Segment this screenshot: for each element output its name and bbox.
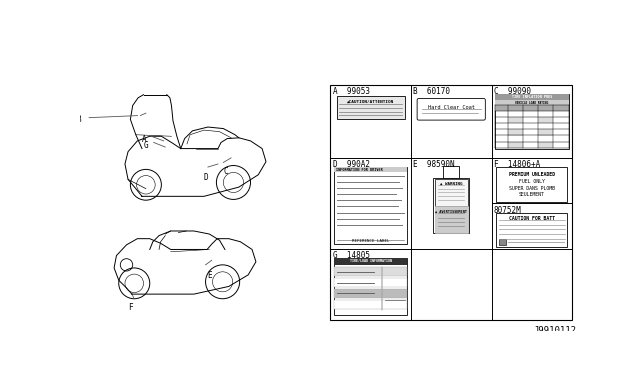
Text: 80752M: 80752M: [494, 206, 522, 215]
Bar: [508, 129, 523, 135]
Text: VEHICLE LOAD RATING: VEHICLE LOAD RATING: [515, 101, 548, 105]
Bar: [433, 178, 469, 233]
FancyBboxPatch shape: [417, 99, 485, 120]
Bar: [495, 100, 569, 105]
Bar: [495, 105, 508, 111]
Bar: [435, 179, 467, 206]
Bar: [337, 96, 404, 119]
Bar: [334, 258, 407, 265]
Bar: [444, 166, 459, 178]
Text: ▲ WARNING: ▲ WARNING: [440, 182, 463, 186]
Text: B  60170: B 60170: [413, 87, 451, 96]
Bar: [538, 117, 553, 123]
Text: TIRE INFLATION PRES: TIRE INFLATION PRES: [511, 95, 552, 99]
Text: C  99090: C 99090: [494, 87, 531, 96]
Bar: [334, 258, 407, 315]
Text: G  14805: G 14805: [333, 251, 370, 260]
Bar: [508, 117, 523, 123]
Text: G: G: [143, 141, 148, 150]
Text: FUEL ONLY: FUEL ONLY: [519, 179, 545, 184]
Bar: [334, 267, 407, 276]
Bar: [553, 105, 569, 111]
Bar: [495, 94, 569, 150]
Bar: [508, 105, 523, 111]
Bar: [508, 142, 523, 148]
Text: J9910112: J9910112: [533, 327, 577, 336]
Bar: [496, 212, 568, 247]
Text: Hard Clear Coat: Hard Clear Coat: [428, 105, 475, 110]
Text: B: B: [76, 115, 81, 125]
Bar: [330, 85, 572, 320]
Text: F  14806+A: F 14806+A: [494, 160, 540, 169]
Text: ▲ AVERTISSEMENT: ▲ AVERTISSEMENT: [435, 209, 467, 214]
Text: E  98590N: E 98590N: [413, 160, 455, 169]
Text: TIRE/LOAD INFORMATION: TIRE/LOAD INFORMATION: [349, 259, 392, 263]
Text: REFERENCE LABEL: REFERENCE LABEL: [352, 239, 389, 243]
Text: D: D: [204, 173, 209, 182]
Text: F: F: [128, 303, 132, 312]
Bar: [499, 239, 506, 245]
Text: SUPER DANS PLOMB: SUPER DANS PLOMB: [509, 186, 555, 190]
Text: ▲CAUTION/ATTENTION: ▲CAUTION/ATTENTION: [347, 100, 394, 104]
Bar: [334, 299, 407, 309]
Bar: [334, 289, 407, 298]
Bar: [334, 167, 407, 173]
Bar: [496, 167, 568, 202]
Text: D  990A2: D 990A2: [333, 160, 370, 169]
Bar: [334, 278, 407, 287]
Text: C: C: [223, 167, 228, 176]
Text: PREMIUM UNLEADED: PREMIUM UNLEADED: [509, 172, 555, 177]
Text: A: A: [142, 135, 147, 144]
Text: SEULEMENT: SEULEMENT: [519, 192, 545, 198]
Text: CAUTION FOR BATT: CAUTION FOR BATT: [509, 217, 555, 221]
Bar: [538, 142, 553, 148]
Text: INFORMATION FOR DRIVER: INFORMATION FOR DRIVER: [336, 168, 383, 172]
Bar: [538, 129, 553, 135]
Bar: [523, 105, 538, 111]
Bar: [435, 206, 467, 232]
Bar: [538, 105, 553, 111]
Bar: [495, 94, 569, 100]
Text: E: E: [207, 271, 212, 280]
Text: A  99053: A 99053: [333, 87, 370, 96]
Bar: [334, 167, 407, 244]
